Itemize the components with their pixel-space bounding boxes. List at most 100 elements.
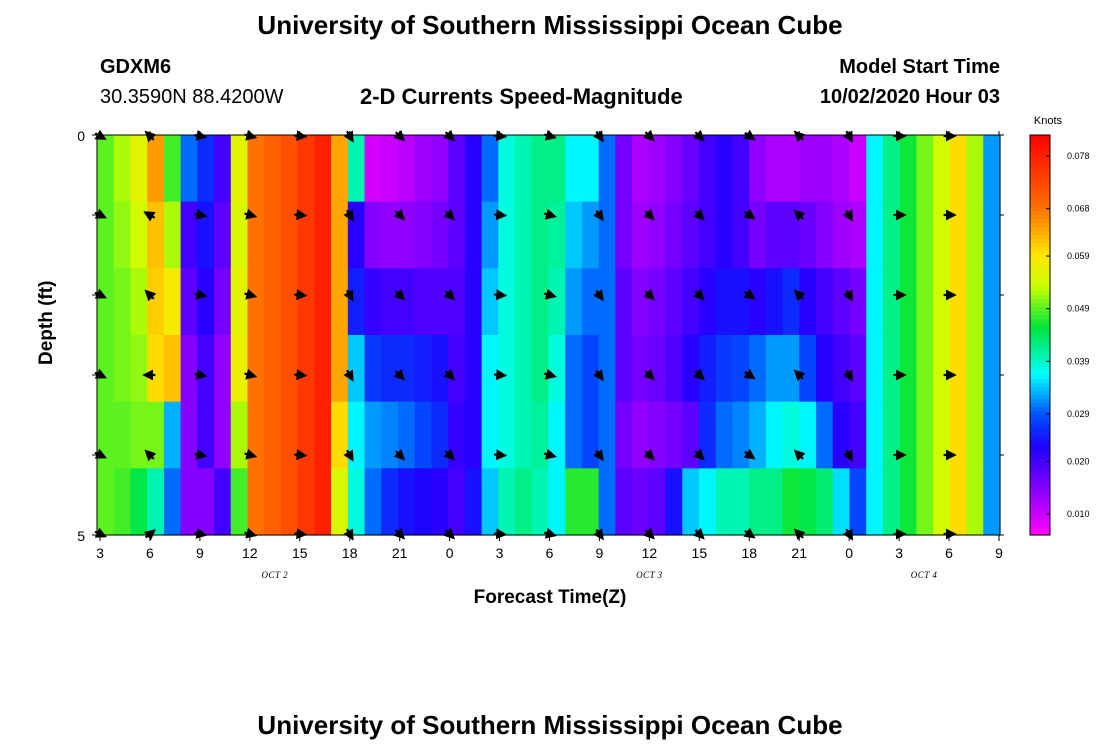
heatmap-cell <box>682 335 700 403</box>
vector-arrow <box>593 369 604 382</box>
heatmap-cell <box>515 135 533 203</box>
heatmap-cell <box>264 401 282 469</box>
vector-arrow <box>143 529 156 541</box>
colorbar-segment <box>1030 507 1050 512</box>
heatmap-cell <box>866 201 884 269</box>
colorbar-segment <box>1030 219 1050 224</box>
heatmap-cell <box>548 335 566 403</box>
colorbar-segment <box>1030 271 1050 276</box>
heatmap-cell <box>598 268 616 336</box>
heatmap-cell <box>782 135 800 203</box>
colorbar-segment <box>1030 355 1050 360</box>
vector-arrow <box>493 289 508 301</box>
heatmap-cell <box>581 268 600 336</box>
colorbar-segment <box>1030 495 1050 500</box>
colorbar-segment <box>1030 379 1050 384</box>
heatmap-cell <box>448 468 466 536</box>
heatmap-cell <box>882 468 901 536</box>
heatmap-cell <box>699 335 717 403</box>
heatmap-cell <box>983 401 1001 469</box>
heatmap-cell <box>347 335 366 403</box>
colorbar-segment <box>1030 419 1050 424</box>
colorbar-segment <box>1030 247 1050 252</box>
heatmap-cell <box>247 135 265 203</box>
vector-arrow <box>842 528 853 541</box>
heatmap-cell <box>632 268 650 336</box>
heatmap-cell <box>113 201 132 269</box>
vector-arrow <box>493 528 508 540</box>
vector-arrow <box>393 129 406 142</box>
vector-arrow <box>294 449 308 461</box>
heatmap-cell <box>799 201 817 269</box>
heatmap-cell <box>414 268 433 336</box>
colorbar-label: 0.059 <box>1067 251 1090 261</box>
vector-arrow <box>144 130 157 143</box>
heatmap-cell <box>648 401 667 469</box>
heatmap-cell <box>699 268 717 336</box>
heatmap-cell <box>765 401 784 469</box>
heatmap-cell <box>297 201 315 269</box>
heatmap-cell <box>899 268 917 336</box>
vector-arrow <box>343 528 354 541</box>
heatmap-cell <box>749 468 767 536</box>
heatmap-cell <box>966 401 984 469</box>
heatmap-cell <box>882 335 901 403</box>
heatmap-cell <box>933 268 951 336</box>
heatmap-cell <box>247 401 265 469</box>
heatmap-cell <box>548 201 566 269</box>
vector-arrow <box>593 209 604 222</box>
heatmap-cell <box>816 335 834 403</box>
heatmap-cell <box>732 335 750 403</box>
heatmap-cell <box>531 201 550 269</box>
heatmap-cell <box>97 335 115 403</box>
colorbar-segment <box>1030 267 1050 272</box>
heatmap-cells <box>97 135 1001 536</box>
colorbar-segment <box>1030 135 1050 140</box>
colorbar-segment <box>1030 351 1050 356</box>
heatmap-cell <box>816 401 834 469</box>
vector-arrow <box>393 208 406 221</box>
heatmap-cell <box>280 201 299 269</box>
heatmap-cell <box>882 401 901 469</box>
heatmap-cell <box>933 135 951 203</box>
heatmap-cell <box>799 135 817 203</box>
heatmap-cell <box>648 268 667 336</box>
colorbar-segment <box>1030 151 1050 156</box>
heatmap-cell <box>816 268 834 336</box>
heatmap-cell <box>97 135 115 203</box>
heatmap-cell <box>197 335 215 403</box>
colorbar-segment <box>1030 227 1050 232</box>
heatmap-cell <box>214 135 232 203</box>
heatmap-cell <box>916 268 934 336</box>
heatmap-cell <box>949 401 968 469</box>
colorbar-segment <box>1030 263 1050 268</box>
heatmap-cell <box>699 468 717 536</box>
colorbar-segment <box>1030 383 1050 388</box>
colorbar-segment <box>1030 311 1050 316</box>
heatmap-cell <box>565 268 583 336</box>
page-title: University of Southern Mississippi Ocean… <box>257 10 843 40</box>
vector-arrow <box>343 289 354 302</box>
colorbar-segment <box>1030 283 1050 288</box>
y-axis: 05 <box>77 128 1004 544</box>
heatmap-cell <box>331 401 349 469</box>
heatmap-cell <box>531 401 550 469</box>
heatmap-cell <box>966 135 984 203</box>
heatmap-cell <box>899 401 917 469</box>
heatmap-cell <box>732 135 750 203</box>
heatmap-cell <box>197 201 215 269</box>
vector-arrow <box>343 130 354 143</box>
heatmap-cell <box>565 401 583 469</box>
colorbar-segment <box>1030 291 1050 296</box>
vector-arrow <box>593 130 604 143</box>
heatmap-cell <box>97 401 115 469</box>
heatmap-cell <box>464 401 483 469</box>
x-tick-label: 12 <box>642 545 658 561</box>
heatmap-cell <box>97 201 115 269</box>
heatmap-cell <box>548 401 566 469</box>
vector-arrow <box>793 289 806 302</box>
heatmap-cell <box>682 268 700 336</box>
vector-arrow <box>493 449 508 461</box>
colorbar-segment <box>1030 363 1050 368</box>
heatmap-cell <box>916 201 934 269</box>
